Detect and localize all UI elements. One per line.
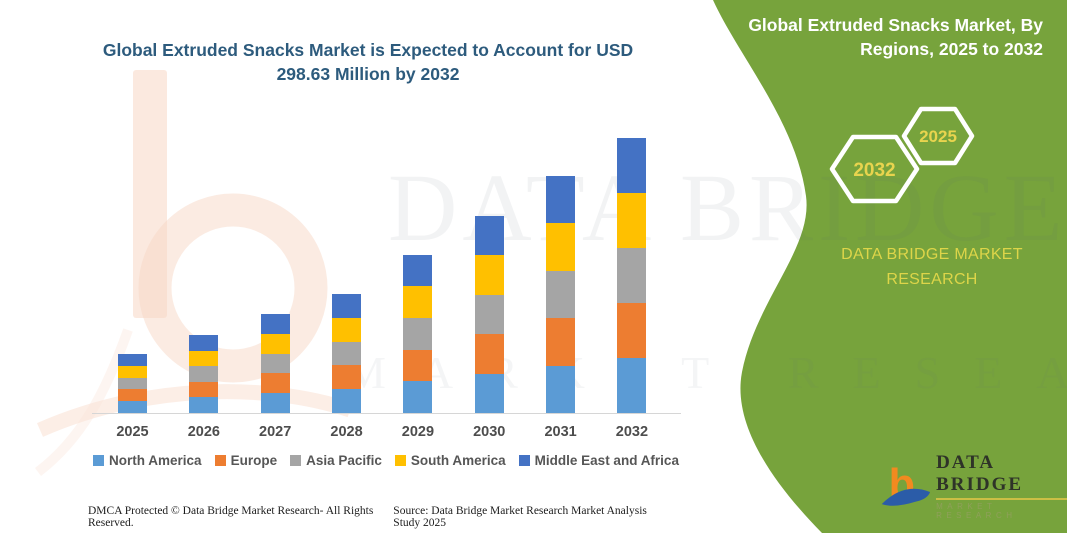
hexagon-2032-icon: 2032 bbox=[829, 134, 920, 204]
bar-segment-north-america bbox=[189, 397, 219, 413]
bar-segment-south-america bbox=[260, 333, 290, 354]
x-tick-label-2032: 2032 bbox=[615, 424, 649, 440]
legend-item-europe: Europe bbox=[214, 453, 278, 468]
bar-segment-middle-east-and-africa bbox=[332, 294, 362, 318]
brand-b-watermark-icon bbox=[34, 70, 353, 476]
logo-wordmark: DATA BRIDGE bbox=[936, 452, 1024, 495]
bar-segment-north-america bbox=[403, 381, 433, 413]
stacked-bar-2028 bbox=[332, 294, 362, 413]
legend-marker-icon bbox=[290, 455, 302, 466]
hexagon-year-2032: 2032 bbox=[853, 160, 895, 181]
bar-segment-south-america bbox=[118, 365, 147, 378]
stacked-bar-2025 bbox=[118, 354, 147, 413]
bar-segment-europe bbox=[474, 334, 504, 374]
stacked-bar-2029 bbox=[403, 254, 433, 413]
bar-segment-europe bbox=[403, 349, 433, 382]
stacked-bar-plot-area bbox=[92, 123, 680, 413]
bar-segment-middle-east-and-africa bbox=[617, 137, 647, 193]
bar-segment-asia-pacific bbox=[118, 377, 147, 390]
stacked-bar-2031 bbox=[546, 175, 576, 413]
chart-title: Global Extruded Snacks Market is Expecte… bbox=[102, 40, 634, 85]
watermark-marketresearch-text: MARKET RESEARCH bbox=[345, 347, 1067, 398]
x-tick-label-2029: 2029 bbox=[401, 424, 435, 440]
stacked-bar-2027 bbox=[260, 313, 290, 413]
x-tick-label-2026: 2026 bbox=[187, 424, 220, 440]
legend-marker-icon bbox=[93, 455, 105, 466]
x-tick-label-2028: 2028 bbox=[330, 424, 363, 440]
year-hexagons: 2032 2025 bbox=[829, 106, 975, 204]
hexagon-year-2025: 2025 bbox=[919, 127, 957, 146]
legend-label: Europe bbox=[230, 453, 278, 468]
x-tick-label-2027: 2027 bbox=[259, 424, 292, 440]
bar-segment-asia-pacific bbox=[403, 318, 433, 350]
data-bridge-logo: b DATA BRIDGE MARKET RESEARCH bbox=[880, 452, 1067, 520]
dmca-notice: DMCA Protected © Data Bridge Market Rese… bbox=[88, 505, 374, 529]
legend-item-north-america: North America bbox=[93, 453, 202, 468]
data-bridge-b-icon: b bbox=[881, 461, 931, 509]
legend-label: Middle East and Africa bbox=[534, 453, 679, 468]
legend-marker-icon bbox=[518, 455, 530, 466]
bar-segment-asia-pacific bbox=[189, 366, 219, 382]
bar-segment-europe bbox=[260, 373, 290, 394]
logo-subtitle: MARKET RESEARCH bbox=[936, 502, 1017, 520]
bar-segment-asia-pacific bbox=[617, 247, 647, 303]
bar-segment-europe bbox=[189, 381, 219, 398]
legend-item-middle-east-and-africa: Middle East and Africa bbox=[518, 453, 679, 468]
bar-segment-middle-east-and-africa bbox=[403, 254, 433, 287]
x-tick-label-2030: 2030 bbox=[473, 424, 506, 440]
bar-segment-north-america bbox=[118, 401, 147, 413]
x-axis-labels: 2025 2026 2027 2028 2029 2030 2031 2032 bbox=[92, 424, 680, 444]
bar-segment-south-america bbox=[474, 255, 504, 295]
bar-segment-north-america bbox=[260, 393, 290, 413]
bar-segment-middle-east-and-africa bbox=[260, 313, 290, 334]
x-tick-label-2031: 2031 bbox=[544, 424, 577, 440]
bar-segment-north-america bbox=[546, 365, 576, 413]
bar-segment-south-america bbox=[332, 317, 362, 342]
bar-segment-asia-pacific bbox=[474, 294, 504, 335]
bar-segment-south-america bbox=[403, 286, 433, 319]
bar-segment-north-america bbox=[617, 357, 647, 413]
footer: DMCA Protected © Data Bridge Market Rese… bbox=[88, 505, 676, 529]
bar-segment-europe bbox=[118, 389, 147, 402]
bar-segment-europe bbox=[332, 365, 362, 390]
bar-segment-asia-pacific bbox=[260, 353, 290, 374]
bar-segment-south-america bbox=[617, 192, 647, 248]
bar-segment-middle-east-and-africa bbox=[474, 216, 504, 256]
bar-segment-asia-pacific bbox=[332, 341, 362, 366]
brand-caption: DATA BRIDGE MARKET RESEARCH bbox=[841, 246, 1023, 288]
legend-label: South America bbox=[410, 453, 506, 468]
bar-segment-asia-pacific bbox=[546, 270, 576, 319]
source-note: Source: Data Bridge Market Research Mark… bbox=[393, 505, 647, 529]
bar-segment-south-america bbox=[189, 350, 219, 367]
bar-segment-middle-east-and-africa bbox=[546, 175, 576, 224]
legend-marker-icon bbox=[394, 455, 406, 466]
bar-segment-middle-east-and-africa bbox=[118, 354, 147, 366]
bar-segment-europe bbox=[617, 302, 647, 358]
legend-item-asia-pacific: Asia Pacific bbox=[290, 453, 382, 468]
x-tick-label-2025: 2025 bbox=[116, 424, 149, 440]
chart-legend: North America Europe Asia Pacific South Ame… bbox=[86, 453, 686, 468]
legend-item-south-america: South America bbox=[394, 453, 506, 468]
logo-underline bbox=[936, 498, 1067, 500]
bar-segment-europe bbox=[546, 318, 576, 366]
hexagon-2025-icon: 2025 bbox=[901, 106, 975, 166]
bar-segment-south-america bbox=[546, 223, 576, 271]
stacked-bar-2030 bbox=[474, 216, 504, 413]
stacked-bar-2032 bbox=[617, 137, 647, 413]
legend-label: Asia Pacific bbox=[306, 453, 382, 468]
bar-segment-north-america bbox=[474, 373, 504, 413]
stacked-bar-2026 bbox=[189, 335, 219, 413]
x-axis-line bbox=[92, 413, 681, 414]
legend-marker-icon bbox=[214, 455, 226, 466]
legend-label: North America bbox=[109, 453, 202, 468]
bar-segment-middle-east-and-africa bbox=[189, 335, 219, 351]
panel-title: Global Extruded Snacks Market, By Region… bbox=[748, 15, 1043, 59]
bar-segment-north-america bbox=[332, 389, 362, 413]
